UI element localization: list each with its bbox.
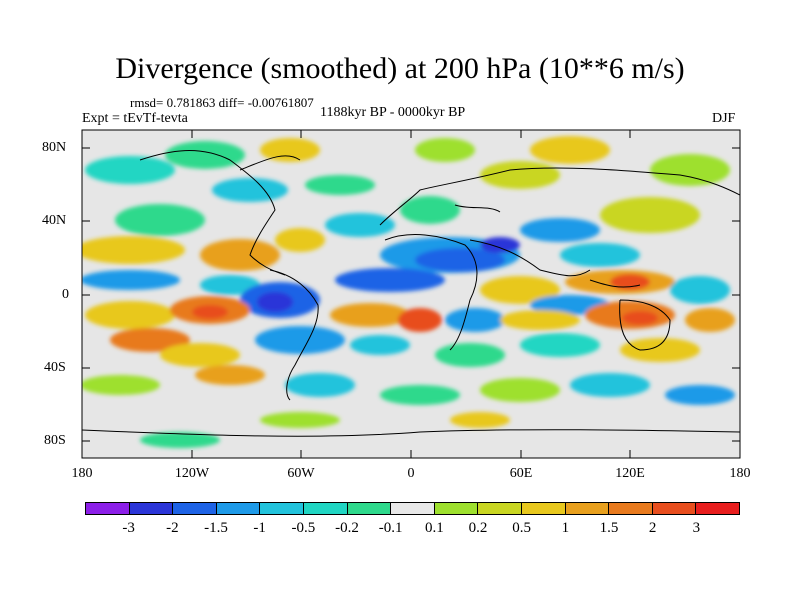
x-tick-label: 60E <box>509 466 533 481</box>
colorbar-label: 2 <box>648 520 657 536</box>
x-tick-label: 60W <box>287 466 315 481</box>
colorbar-swatch <box>652 503 697 514</box>
colorbar-label: 0.5 <box>512 520 532 536</box>
colorbar-label: -2 <box>166 520 179 536</box>
colorbar-label: 1 <box>561 520 570 536</box>
colorbar-label: 1.5 <box>599 520 619 536</box>
y-tick-label: 80N <box>42 140 67 155</box>
x-tick-label: 180 <box>729 466 751 481</box>
colorbar-swatch <box>86 503 130 514</box>
colorbar-label: -0.2 <box>335 520 359 536</box>
colorbar-label: -1.5 <box>204 520 228 536</box>
colorbar-swatch <box>391 503 435 514</box>
colorbar-label: 3 <box>692 520 701 536</box>
x-tick-label: 120E <box>615 466 645 481</box>
coastlines <box>82 150 740 437</box>
x-tick-label: 120W <box>174 466 210 481</box>
colorbar-swatch <box>696 503 739 514</box>
colorbar-label: -0.1 <box>378 520 403 536</box>
colorbar-labels: -3 -2 -1.5 -1 -0.5 -0.2 -0.1 0.1 0.2 0.5 1 1.5 2 3 <box>85 520 740 540</box>
colorbar-label: 0.1 <box>424 520 444 536</box>
period-label: 1188kyr BP - 0000kyr BP <box>320 105 466 120</box>
axis-ticks <box>82 130 740 458</box>
plot-title: Divergence (smoothed) at 200 hPa (10**6 … <box>115 52 685 85</box>
colorbar-swatch <box>347 503 392 514</box>
y-tick-label: 80S <box>44 433 66 448</box>
colorbar-label: -0.5 <box>291 520 316 536</box>
colorbar <box>85 502 740 515</box>
experiment-label: Expt = tEvTf-tevta <box>82 111 188 126</box>
y-tick-label: 40S <box>44 360 66 375</box>
colorbar-swatch <box>303 503 348 514</box>
colorbar-swatch <box>216 503 261 514</box>
colorbar-label: 0.2 <box>468 520 488 536</box>
colorbar-swatch <box>521 503 566 514</box>
stats-text: rmsd= 0.781863 diff= -0.00761807 <box>130 95 314 110</box>
y-tick-label: 0 <box>62 287 69 302</box>
colorbar-swatch <box>434 503 479 514</box>
divergence-field <box>82 130 740 458</box>
y-tick-label: 40N <box>42 213 67 228</box>
colorbar-swatch <box>478 503 522 514</box>
x-tick-label: 0 <box>407 466 415 481</box>
colorbar-swatch <box>565 503 610 514</box>
x-tick-label: 180 <box>71 466 93 481</box>
season-label: DJF <box>712 111 736 126</box>
colorbar-swatch <box>173 503 217 514</box>
colorbar-label: -3 <box>122 520 135 536</box>
colorbar-swatch <box>260 503 304 514</box>
colorbar-swatch <box>129 503 174 514</box>
colorbar-label: -1 <box>253 520 266 536</box>
colorbar-swatch <box>609 503 653 514</box>
